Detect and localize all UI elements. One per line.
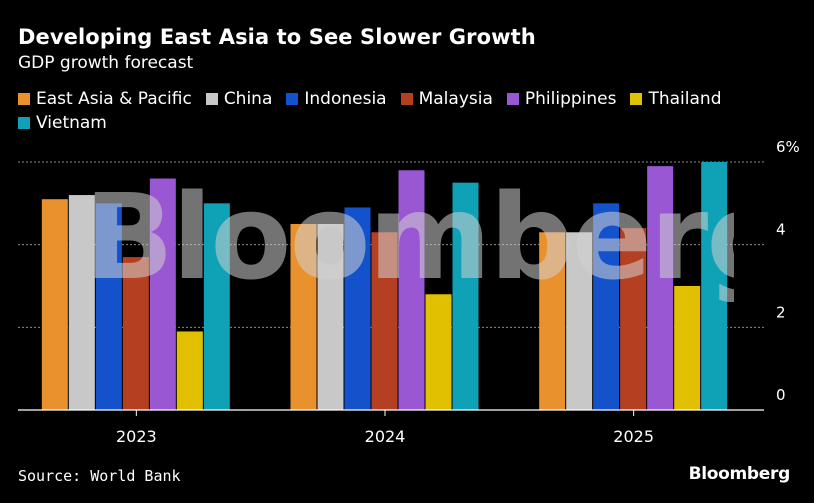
x-tick-label: 2024 [365, 427, 406, 446]
legend-swatch [18, 117, 30, 129]
bar [398, 170, 425, 410]
legend-swatch [205, 93, 218, 105]
bar [68, 195, 95, 410]
bar [566, 232, 593, 410]
bar [122, 257, 149, 410]
y-tick-label: 6% [776, 138, 800, 156]
bar [95, 203, 122, 410]
legend-item: Indonesia [286, 88, 387, 110]
legend-swatch [400, 93, 413, 105]
legend-label: Thailand [648, 89, 722, 109]
bar [344, 207, 371, 410]
x-tick-label: 2023 [116, 427, 157, 446]
bar [203, 203, 230, 410]
bloomberg-logo: Bloomberg [688, 464, 791, 484]
x-tick-label: 2025 [613, 427, 654, 446]
legend-item: Philippines [506, 88, 617, 110]
legend-label: Vietnam [36, 113, 107, 133]
legend-label: Philippines [524, 89, 617, 109]
chart-title: Developing East Asia to See Slower Growt… [18, 25, 536, 49]
legend-item: Vietnam [18, 112, 107, 134]
legend-swatch [18, 93, 30, 105]
legend-item: Malaysia [400, 88, 493, 110]
legend-item: East Asia & Pacific [18, 88, 192, 110]
bar [290, 224, 317, 410]
legend-swatch [286, 93, 299, 105]
axes: 0 2 4 6% 2023 2024 2025 [18, 138, 800, 446]
legend-label: Malaysia [418, 89, 493, 109]
bars [41, 162, 728, 410]
legend-swatch [506, 93, 519, 105]
y-tick-label: 2 [776, 303, 786, 321]
bar [539, 232, 566, 410]
bar [674, 286, 701, 410]
bar [452, 182, 479, 410]
y-tick-label: 4 [776, 221, 786, 239]
chart-legend: East Asia & Pacific China Indonesia Malaysi… [18, 88, 798, 134]
chart-subtitle: GDP growth forecast [18, 53, 194, 73]
y-tick-label: 0 [776, 386, 786, 404]
bar [317, 224, 344, 410]
bar [647, 166, 674, 410]
legend-label: East Asia & Pacific [36, 89, 192, 109]
bar [41, 199, 68, 410]
legend-label: China [223, 89, 273, 109]
bar [176, 331, 203, 410]
legend-item: China [205, 88, 273, 110]
source-note: Source: World Bank [18, 467, 181, 485]
legend-swatch [630, 93, 643, 105]
bar [593, 203, 620, 410]
bar [425, 294, 452, 410]
legend-item: Thailand [630, 88, 722, 110]
bar [149, 178, 176, 410]
bar [371, 232, 398, 410]
legend-label: Indonesia [304, 89, 387, 109]
bar [701, 162, 728, 410]
bar [620, 228, 647, 410]
